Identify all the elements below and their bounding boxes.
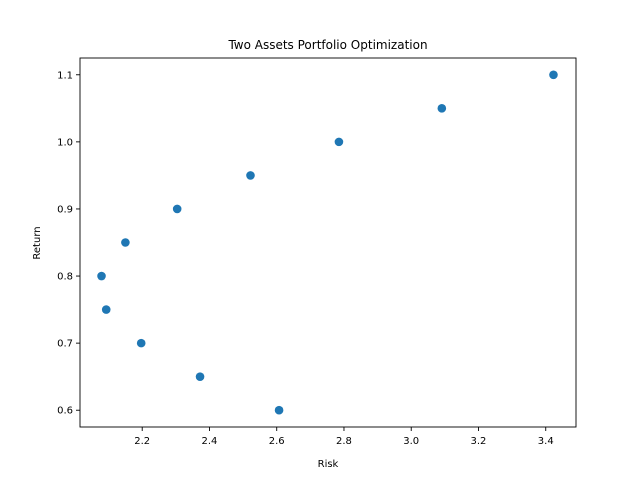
y-tick-label: 0.9: [57, 204, 73, 215]
x-axis-label: Risk: [318, 459, 339, 470]
y-tick-label: 0.8: [57, 272, 73, 283]
y-axis-label: Return: [32, 226, 43, 259]
data-point: [97, 271, 106, 281]
data-point: [101, 305, 111, 314]
plot-area: 2.2 2.4 2.6 2.8 3.0 3.2 3.4 0.6 0.7 0.8 0.9 1.0 1.1: [57, 57, 577, 447]
y-tick-label: 0.6: [57, 406, 73, 417]
data-point: [246, 171, 255, 180]
data-point: [195, 372, 205, 381]
data-point: [437, 104, 447, 113]
x-tick-label: 2.4: [202, 436, 218, 447]
plot-frame: [79, 57, 577, 428]
y-tick-label: 1.0: [57, 137, 73, 148]
y-tick-label: 1.1: [57, 70, 73, 81]
x-tick-label: 2.8: [336, 436, 352, 447]
data-point: [136, 338, 146, 348]
y-tick-label: 0.7: [57, 339, 73, 350]
x-tick-label: 3.0: [403, 436, 419, 447]
chart-title: Two Assets Portfolio Optimization: [227, 38, 427, 52]
data-point: [334, 137, 344, 147]
data-point: [274, 405, 284, 415]
x-tick-label: 2.6: [269, 436, 285, 447]
data-point: [172, 204, 182, 214]
data-point: [121, 238, 130, 247]
x-tick-label: 3.2: [471, 436, 487, 447]
data-point: [549, 70, 558, 80]
x-tick-label: 3.4: [538, 436, 554, 447]
x-tick-label: 2.2: [134, 436, 150, 447]
